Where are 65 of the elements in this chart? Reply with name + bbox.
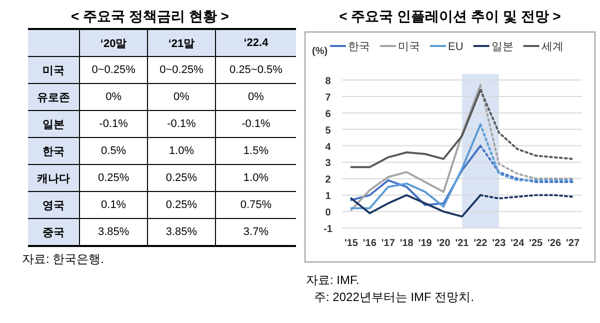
y-tick-label: 7 [325, 92, 332, 104]
x-tick-label: '18 [400, 238, 414, 249]
legend-label: 일본 [491, 41, 514, 53]
y-tick-label: 6 [325, 108, 332, 120]
legend-label: 미국 [398, 41, 420, 53]
y-axis-title: (%) [312, 46, 328, 57]
x-tick-label: '24 [510, 238, 525, 249]
x-tick-label: '17 [381, 238, 396, 249]
y-tick-label: 8 [325, 76, 332, 87]
text: 1.0% [168, 145, 194, 157]
legend-label: 세계 [541, 41, 564, 53]
x-tick-label: '25 [529, 238, 544, 249]
x-tick-label: '19 [418, 238, 432, 249]
y-tick-label: 0 [325, 208, 332, 219]
text: -0.1% [242, 118, 270, 130]
text: 자료: 한국은행. [22, 251, 106, 268]
category-label: ‘20말 [80, 29, 148, 56]
text: 0~0.25% [92, 64, 136, 76]
text: -0.1% [167, 118, 196, 130]
text: 0.75% [240, 199, 272, 211]
category-label: 영국 [42, 200, 65, 212]
category-label: 캐나다 [37, 172, 70, 184]
text: 0% [248, 91, 264, 103]
x-tick-label: '16 [362, 238, 377, 249]
text: 0% [106, 91, 122, 103]
text: < 주요국 정책금리 현황 > [70, 8, 230, 26]
text: 주: 2022년부터는 IMF 전망치. [314, 289, 476, 306]
x-tick-label: '22 [474, 238, 488, 249]
legend-label: 한국 [348, 41, 370, 53]
x-tick-label: '27 [566, 238, 580, 249]
text: -0.1% [99, 118, 128, 130]
legend-label: EU [448, 41, 464, 53]
text: 0.5% [101, 145, 126, 157]
text: 0~0.25% [160, 64, 204, 76]
x-tick-label: '23 [492, 238, 506, 249]
text: 0.1% [101, 199, 126, 211]
x-tick-label: '20 [436, 238, 451, 249]
text: 3.85% [166, 226, 198, 238]
category-label: 유로존 [37, 92, 70, 104]
category-label: 일본 [42, 118, 65, 130]
category-label: ‘21말 [148, 29, 216, 56]
text: 3.85% [98, 226, 130, 238]
chart-title: < 주요국 인플레이션 추이 및 전망 > [338, 8, 562, 26]
text: 0.25% [166, 199, 198, 211]
y-tick-label: 3 [325, 158, 332, 170]
y-tick-label: 4 [325, 142, 332, 153]
text: 0.25% [98, 172, 130, 184]
category-label: 한국 [42, 146, 65, 158]
text: 1.5% [243, 145, 268, 157]
text: 1.0% [243, 172, 268, 184]
x-tick-label: '21 [455, 238, 470, 249]
text: 0.25~0.5% [230, 64, 282, 76]
text: 0% [174, 91, 190, 103]
text: 0.25% [166, 172, 198, 184]
x-tick-label: '26 [548, 238, 562, 249]
x-tick-label: '15 [344, 238, 358, 249]
category-label: 미국 [42, 64, 65, 76]
text: 자료: IMF. [306, 272, 360, 289]
y-tick-label: 1 [325, 191, 332, 202]
y-tick-label: -1 [324, 224, 333, 235]
y-tick-label: 5 [325, 125, 332, 136]
text: 3.7% [243, 226, 268, 238]
category-label: ‘22.4 [215, 29, 296, 56]
y-tick-label: 2 [325, 174, 332, 186]
category-label: 중국 [42, 226, 65, 238]
